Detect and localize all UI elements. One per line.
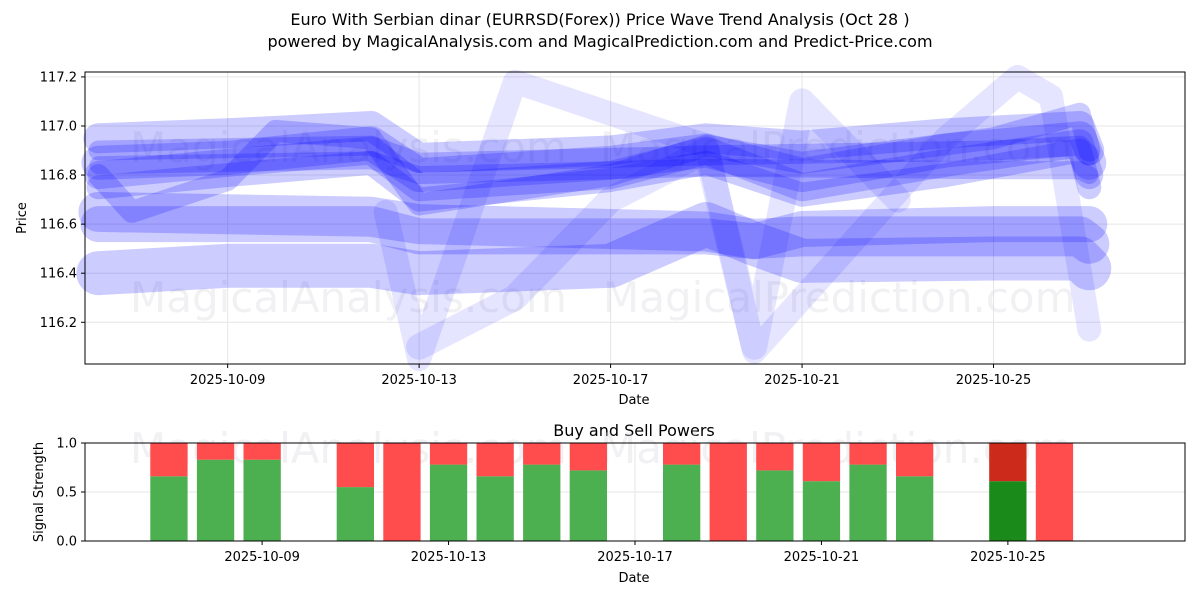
buy-bar [429,464,468,541]
buy-bar [756,470,794,541]
sell-bar [429,443,468,465]
power-y-tick-label: 0.0 [56,535,77,550]
price-y-tick-label: 116.6 [40,218,77,233]
price-y-axis-label: Price [15,202,30,234]
power-x-tick-label: 2025-10-09 [224,550,300,565]
buy-bar [849,464,887,541]
price-wave-line [83,111,1105,173]
buy-bar [802,481,841,541]
watermark-text: MagicalPrediction.com [603,273,1076,322]
power-x-tick-label: 2025-10-25 [970,550,1046,565]
price-x-axis-label: Date [618,393,649,408]
sell-bar [849,443,887,465]
sell-bar [243,443,281,460]
buy-bar [896,476,934,541]
price-wave-line [89,151,1099,185]
price-plot-area [85,72,1185,364]
watermark-text: MagicalAnalysis.com [130,123,567,172]
price-watermarks: MagicalAnalysis.com MagicalPrediction.co… [130,123,1076,322]
watermark-text: MagicalPrediction.com [600,123,1073,172]
power-chart-title: Buy and Sell Powers [553,421,715,440]
sell-bar [196,443,235,460]
power-chart: Buy and Sell Powers MagicalAnalysis.com … [32,421,1186,586]
sell-bar [476,443,514,477]
power-x-tick-label: 2025-10-17 [597,550,673,565]
buy-bar [196,459,235,541]
price-wave-line [78,191,1110,264]
price-wave-line [87,102,1101,223]
price-y-tick-label: 116.2 [40,316,77,331]
sell-bar [150,443,188,477]
power-y-tick-label: 1.0 [56,437,77,452]
price-y-ticks: 116.2 116.4 116.6 116.8 117.0 117.2 [40,70,85,331]
buy-bar [243,459,281,541]
buy-bar [663,464,701,541]
sell-bar [896,443,934,477]
price-wave-line [84,129,1104,202]
power-x-axis-label: Date [618,571,649,586]
price-plot-frame [84,71,1186,365]
sell-bar [663,443,701,465]
sell-bar [1035,443,1074,541]
price-x-tick-label: 2025-10-25 [956,373,1032,388]
price-y-tick-label: 117.2 [40,70,77,85]
sell-bar [336,443,374,488]
power-y-axis-label: Signal Strength [32,442,47,542]
buy-bar [476,476,514,541]
power-bars [150,443,1074,541]
price-y-tick-label: 116.4 [40,267,77,282]
sell-bar [802,443,841,482]
sell-bar [569,443,607,471]
power-y-tick-label: 0.5 [56,486,77,501]
buy-bar [150,476,188,541]
price-x-tick-label: 2025-10-09 [190,373,266,388]
buy-bar [569,470,607,541]
price-x-ticks: 2025-10-09 2025-10-13 2025-10-17 2025-10-21… [190,364,1031,388]
price-x-tick-label: 2025-10-13 [381,373,457,388]
price-wave-line [81,121,1107,193]
price-wave-series [76,64,1112,372]
sell-bar [989,443,1027,482]
chart-title: Euro With Serbian dinar (EURRSD(Forex)) … [290,10,910,29]
price-wave-line [88,135,1100,173]
price-chart: MagicalAnalysis.com MagicalPrediction.co… [15,64,1186,408]
price-wave-line [76,202,1112,296]
power-x-ticks: 2025-10-09 2025-10-13 2025-10-17 2025-10-21… [224,541,1046,565]
power-y-ticks: 0.0 0.5 1.0 [56,437,85,550]
price-grid [85,72,1185,364]
buy-bar [336,487,374,541]
price-wave-line [373,64,1102,372]
watermark-text: MagicalAnalysis.com [130,273,567,322]
price-x-tick-label: 2025-10-21 [764,373,840,388]
sell-bar [756,443,794,471]
chart-subtitle: powered by MagicalAnalysis.com and Magic… [267,32,933,51]
power-x-tick-label: 2025-10-13 [411,550,487,565]
price-y-tick-label: 116.8 [40,169,77,184]
price-x-tick-label: 2025-10-17 [573,373,649,388]
power-x-tick-label: 2025-10-21 [784,550,860,565]
price-wave-line [86,138,1102,212]
buy-bar [989,481,1027,541]
sell-bar [709,443,747,541]
price-y-tick-label: 117.0 [40,119,77,134]
sell-bar [523,443,561,465]
price-wave-line [80,206,1108,260]
sell-bar [383,443,421,541]
buy-bar [523,464,561,541]
price-wave-line [406,88,911,360]
